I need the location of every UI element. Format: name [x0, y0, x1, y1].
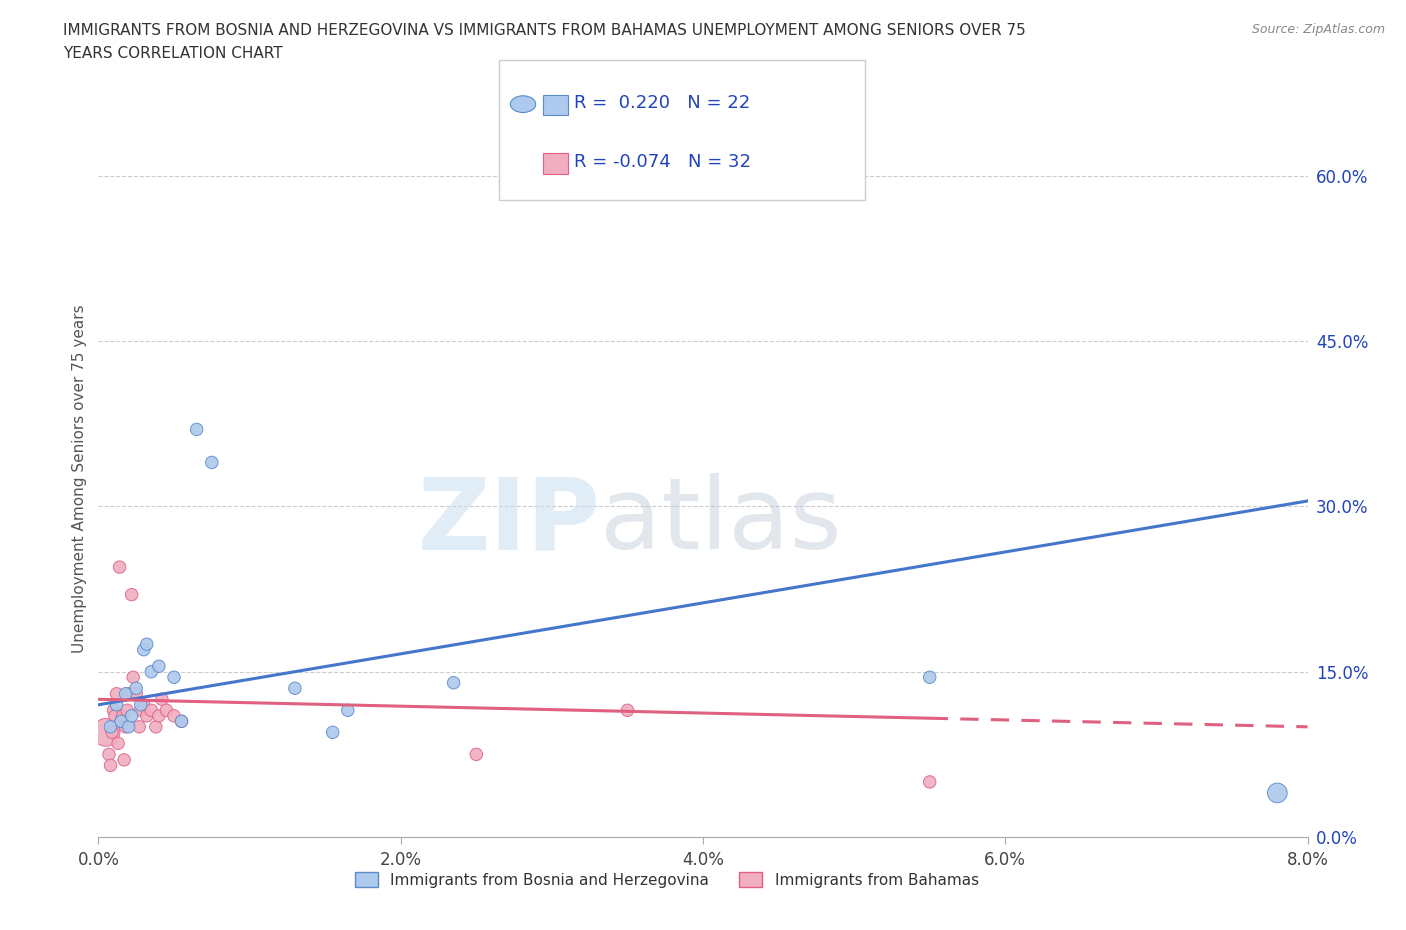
Point [121, 587, 143, 602]
Point [616, 703, 638, 718]
Point [129, 703, 152, 718]
Point [141, 703, 163, 718]
Point [163, 670, 186, 684]
Point [129, 698, 152, 712]
Point [148, 658, 170, 673]
Text: IMMIGRANTS FROM BOSNIA AND HERZEGOVINA VS IMMIGRANTS FROM BAHAMAS UNEMPLOYMENT A: IMMIGRANTS FROM BOSNIA AND HERZEGOVINA V… [63, 23, 1026, 38]
Point [322, 724, 344, 739]
Point [128, 720, 150, 735]
Point [155, 703, 177, 718]
Text: R = -0.074   N = 32: R = -0.074 N = 32 [574, 153, 751, 171]
Text: R =  0.220   N = 22: R = 0.220 N = 22 [574, 94, 749, 113]
Point [132, 698, 155, 712]
Point [121, 709, 143, 724]
Point [118, 686, 141, 701]
Point [94, 724, 117, 739]
Point [118, 720, 141, 735]
Point [110, 714, 132, 729]
Point [98, 747, 121, 762]
Point [918, 775, 941, 790]
Point [114, 720, 136, 735]
Point [132, 643, 155, 658]
Point [100, 758, 122, 773]
Point [150, 692, 173, 707]
Point [107, 736, 129, 751]
Point [105, 686, 128, 701]
Point [443, 675, 465, 690]
Point [284, 681, 307, 696]
Text: atlas: atlas [600, 473, 842, 570]
Text: Source: ZipAtlas.com: Source: ZipAtlas.com [1251, 23, 1385, 36]
Point [110, 714, 132, 729]
Point [141, 664, 163, 679]
Y-axis label: Unemployment Among Seniors over 75 years: Unemployment Among Seniors over 75 years [72, 305, 87, 653]
Point [170, 714, 193, 729]
Point [336, 703, 359, 718]
Point [201, 455, 224, 470]
Point [135, 637, 157, 652]
Point [100, 720, 122, 735]
Point [103, 703, 125, 718]
Text: YEARS CORRELATION CHART: YEARS CORRELATION CHART [63, 46, 283, 61]
Point [101, 724, 124, 739]
Point [122, 670, 145, 684]
Point [145, 720, 167, 735]
Point [148, 709, 170, 724]
Point [465, 747, 488, 762]
Point [111, 709, 134, 724]
Point [125, 681, 148, 696]
Point [918, 670, 941, 684]
Legend: Immigrants from Bosnia and Herzegovina, Immigrants from Bahamas: Immigrants from Bosnia and Herzegovina, … [349, 866, 984, 894]
Point [112, 752, 135, 767]
Point [163, 709, 186, 724]
Point [108, 560, 131, 575]
Point [104, 709, 127, 724]
Point [186, 422, 208, 437]
Point [135, 709, 157, 724]
Point [114, 686, 136, 701]
Point [1267, 786, 1289, 801]
Point [125, 686, 148, 701]
Point [170, 714, 193, 729]
Text: ZIP: ZIP [418, 473, 600, 570]
Point [105, 698, 128, 712]
Point [115, 703, 138, 718]
